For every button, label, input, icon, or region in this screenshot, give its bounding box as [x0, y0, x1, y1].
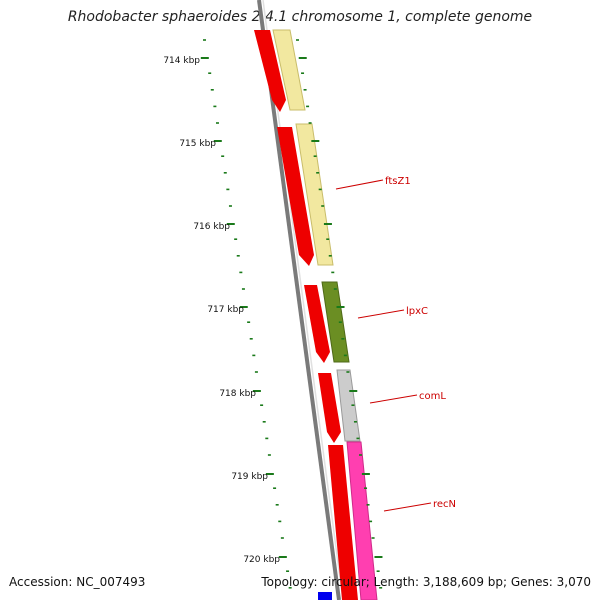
- cds-red-feature: [254, 30, 286, 112]
- label-connector: [369, 394, 418, 404]
- tick-label: 719 kbp: [231, 472, 268, 482]
- label-connector: [335, 179, 384, 190]
- cds-red-feature: [277, 127, 314, 266]
- map-title: Rhodobacter sphaeroides 2.4.1 chromosome…: [67, 9, 533, 25]
- tick-label: 716 kbp: [193, 222, 230, 232]
- label-connector: [357, 309, 405, 319]
- genome-summary-text: Topology: circular; Length: 3,188,609 bp…: [261, 575, 591, 589]
- gene-feature-upstream: [272, 29, 306, 111]
- gene-feature-comL: [336, 369, 361, 442]
- gene-label-comL: comL: [419, 391, 446, 402]
- outer-tick-marks: [296, 39, 383, 589]
- gene-label-recN: recN: [433, 499, 456, 510]
- gene-feature-recN: [346, 441, 378, 600]
- label-connector: [383, 502, 432, 512]
- tick-label: 718 kbp: [219, 389, 256, 399]
- gene-feature-lpxC: [321, 281, 350, 363]
- cds-red-feature: [318, 373, 341, 443]
- gene-label-ftsZ1: ftsZ1: [385, 176, 411, 187]
- tick-label: 717 kbp: [207, 305, 244, 315]
- tick-label: 715 kbp: [179, 139, 216, 149]
- inner-tick-marks: [200, 39, 292, 589]
- cds-red-feature: [304, 285, 330, 363]
- gene-feature-ftsZ1: [295, 123, 334, 266]
- gene-label-lpxC: lpxC: [406, 306, 428, 317]
- cds-red-feature: [328, 445, 358, 600]
- blue-feature: [318, 592, 332, 600]
- tick-label: 714 kbp: [163, 56, 200, 66]
- accession-text: Accession: NC_007493: [9, 575, 146, 589]
- tick-label: 720 kbp: [243, 555, 280, 565]
